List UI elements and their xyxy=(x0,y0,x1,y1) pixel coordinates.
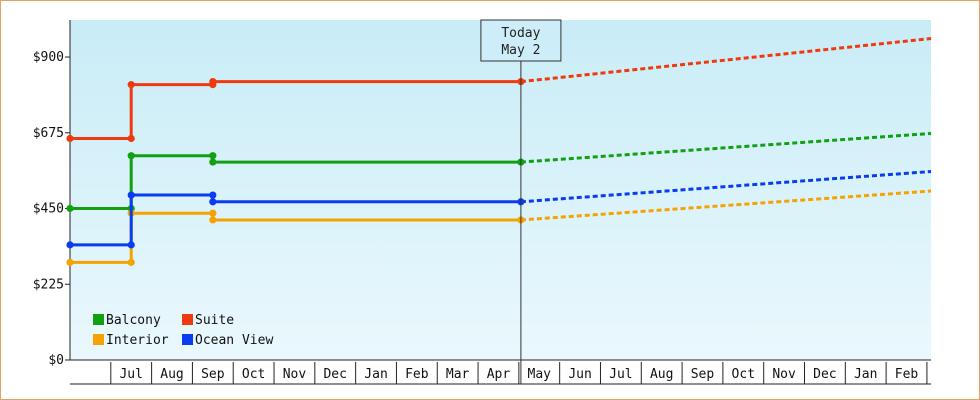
x-tick-label: May xyxy=(528,367,552,382)
series-line xyxy=(70,154,521,210)
x-tick-label: Nov xyxy=(772,367,796,382)
series-balcony xyxy=(66,131,932,213)
legend-swatch xyxy=(182,314,193,325)
series-line xyxy=(70,211,521,264)
y-tick-label: $225 xyxy=(33,277,64,292)
series-line xyxy=(70,193,521,247)
data-point xyxy=(127,191,135,199)
x-tick-label: Jun xyxy=(568,367,591,382)
legend-swatch xyxy=(93,314,104,325)
today-date-label: May 2 xyxy=(501,43,540,58)
forecast-line xyxy=(520,169,932,204)
x-tick-label: Feb xyxy=(405,367,429,382)
x-tick-label: Jul xyxy=(119,367,142,382)
data-point xyxy=(127,152,135,160)
data-point xyxy=(209,191,217,199)
data-point xyxy=(209,198,217,206)
plot-area xyxy=(70,20,931,360)
data-point xyxy=(66,258,74,266)
y-tick-label: $900 xyxy=(33,50,64,65)
legend-swatch xyxy=(182,334,193,345)
series-line xyxy=(70,80,521,140)
data-point xyxy=(66,241,74,249)
x-tick-label: Oct xyxy=(242,367,265,382)
data-point xyxy=(66,204,74,213)
x-tick-label: Oct xyxy=(732,367,755,382)
data-point xyxy=(209,78,217,86)
forecast-line xyxy=(520,37,932,84)
y-tick-label: $0 xyxy=(48,353,64,368)
data-point xyxy=(127,241,135,249)
x-tick-label: Dec xyxy=(813,367,836,382)
today-marker-layer: Today May 2 xyxy=(480,19,562,384)
legend-label: Interior xyxy=(106,333,169,348)
legend: Balcony Suite Interior Ocean View xyxy=(93,313,273,348)
x-tick-label: Jan xyxy=(364,367,387,382)
x-tick-label: Dec xyxy=(323,367,346,382)
today-box xyxy=(480,19,562,62)
data-point xyxy=(66,134,74,143)
y-tick-label: $675 xyxy=(33,126,64,141)
forecast-line xyxy=(520,189,932,222)
x-tick-label: Aug xyxy=(650,367,673,382)
data-point xyxy=(127,258,135,266)
data-point xyxy=(209,158,217,166)
legend-label: Ocean View xyxy=(195,333,273,348)
data-point xyxy=(209,216,217,224)
x-tick-label: Aug xyxy=(160,367,183,382)
series-ocean-view xyxy=(66,169,932,249)
x-tick-label: Jul xyxy=(609,367,632,382)
legend-label: Suite xyxy=(195,313,234,328)
x-tick-label: Sep xyxy=(691,367,715,382)
data-point xyxy=(127,81,135,89)
y-tick-label: $450 xyxy=(33,202,64,217)
x-tick-label: Jan xyxy=(854,367,877,382)
x-tick-label: Sep xyxy=(201,367,225,382)
data-point xyxy=(209,152,217,160)
x-tick-label: Feb xyxy=(895,367,919,382)
data-point xyxy=(127,134,135,143)
x-tick-label: Mar xyxy=(446,367,470,382)
data-point xyxy=(209,209,217,217)
today-label: Today xyxy=(501,26,540,41)
series-suite xyxy=(66,37,932,143)
forecast-line xyxy=(520,131,932,164)
x-tick-label: Apr xyxy=(487,367,511,382)
series-layer xyxy=(66,37,932,266)
legend-swatch xyxy=(93,334,104,345)
x-tick-label: Nov xyxy=(283,367,307,382)
axes: $0 $225 $450 $675 $900 Jul Aug Sep Oct Nov Dec Jan F… xyxy=(33,20,931,385)
legend-label: Balcony xyxy=(106,313,161,328)
